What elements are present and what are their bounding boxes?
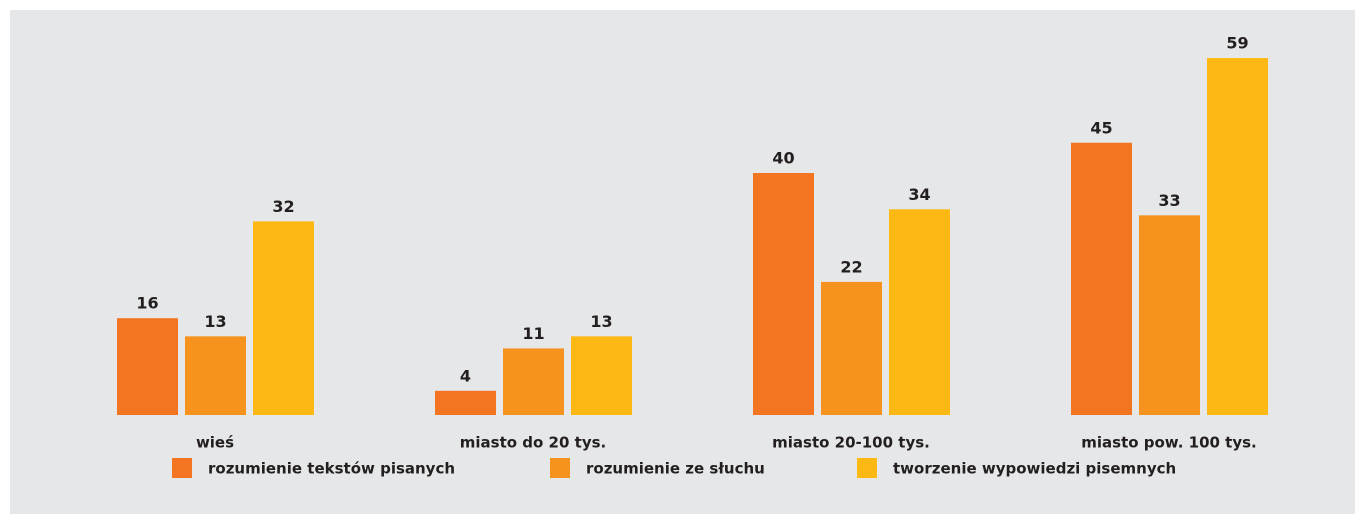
data-label: 32 xyxy=(272,197,294,216)
legend-label: tworzenie wypowiedzi pisemnych xyxy=(893,460,1176,478)
data-label: 59 xyxy=(1226,34,1248,53)
x-tick-label: miasto do 20 tys. xyxy=(460,434,606,452)
bar xyxy=(253,221,314,415)
bar xyxy=(117,318,178,415)
bar xyxy=(1207,58,1268,416)
data-label: 13 xyxy=(590,312,612,331)
bar xyxy=(1071,142,1132,415)
bar xyxy=(185,336,246,415)
bar xyxy=(753,173,814,415)
data-label: 13 xyxy=(204,312,226,331)
bar xyxy=(571,336,632,415)
data-label: 16 xyxy=(136,294,158,313)
bar xyxy=(821,281,882,415)
data-label: 45 xyxy=(1090,118,1112,137)
x-tick-label: miasto pow. 100 tys. xyxy=(1081,434,1257,452)
legend-swatch xyxy=(172,458,192,478)
bar xyxy=(889,209,950,415)
x-tick-label: wieś xyxy=(196,434,234,452)
data-label: 11 xyxy=(522,324,544,343)
data-label: 40 xyxy=(772,149,794,168)
bar xyxy=(435,390,496,415)
data-label: 22 xyxy=(840,257,862,276)
legend-label: rozumienie ze słuchu xyxy=(586,460,765,478)
data-label: 4 xyxy=(460,366,471,385)
x-tick-label: miasto 20-100 tys. xyxy=(772,434,930,452)
data-label: 33 xyxy=(1158,191,1180,210)
legend-swatch xyxy=(857,458,877,478)
bar xyxy=(1139,215,1200,415)
data-label: 34 xyxy=(908,185,930,204)
bar xyxy=(503,348,564,415)
legend-swatch xyxy=(550,458,570,478)
legend-label: rozumienie tekstów pisanych xyxy=(208,460,455,478)
